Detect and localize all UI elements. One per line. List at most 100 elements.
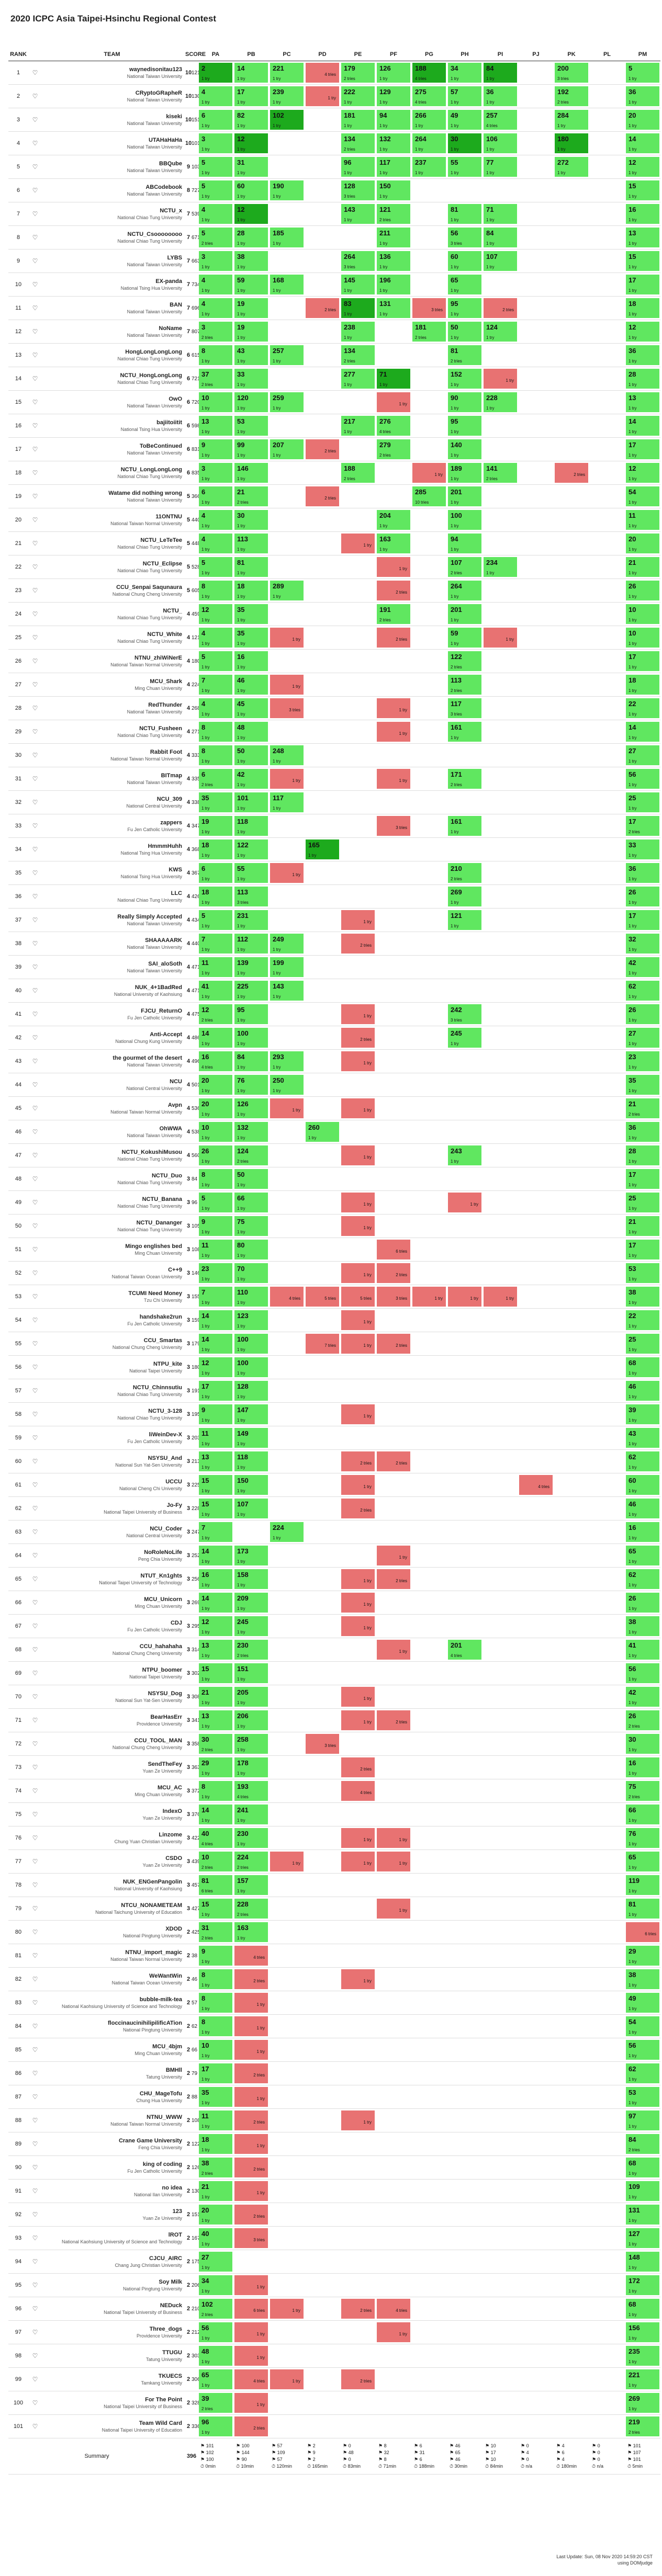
problem-header-pb[interactable]: PB bbox=[233, 48, 269, 61]
problem-cell-pd[interactable] bbox=[305, 1544, 340, 1568]
problem-cell-pb[interactable]: 18 1 try bbox=[233, 578, 269, 603]
problem-cell-pi[interactable] bbox=[483, 1449, 518, 1473]
problem-cell-pj[interactable] bbox=[518, 2226, 554, 2250]
accepted-submission[interactable]: 29 1 try bbox=[199, 1757, 232, 1777]
problem-cell-pl[interactable] bbox=[589, 531, 625, 555]
team-cell[interactable]: NoRoleNoLife Peng Chia University bbox=[42, 1544, 185, 1568]
problem-cell-pi[interactable]: 124 1 try bbox=[483, 320, 518, 344]
problem-cell-pf[interactable] bbox=[376, 908, 411, 932]
problem-cell-pa[interactable]: 96 1 try bbox=[198, 2414, 233, 2438]
problem-cell-ph[interactable] bbox=[447, 1238, 483, 1262]
problem-cell-pj[interactable] bbox=[518, 1190, 554, 1215]
problem-cell-pd[interactable] bbox=[305, 790, 340, 814]
rejected-submission[interactable]: 1 try bbox=[412, 463, 446, 483]
problem-cell-pg[interactable] bbox=[411, 2414, 447, 2438]
favorite-heart-icon[interactable]: ♡ bbox=[32, 116, 38, 123]
problem-cell-ph[interactable]: 59 1 try bbox=[447, 626, 483, 650]
problem-cell-pl[interactable] bbox=[589, 955, 625, 979]
team-name[interactable]: NTCU_NONAMETEAM bbox=[121, 1902, 182, 1909]
problem-cell-pd[interactable] bbox=[305, 1638, 340, 1662]
accepted-submission[interactable]: 100 1 try bbox=[234, 1357, 268, 1377]
accepted-submission[interactable]: 66 1 try bbox=[626, 1805, 659, 1824]
problem-cell-pj[interactable] bbox=[518, 2179, 554, 2203]
accepted-submission[interactable]: 26 1 try bbox=[626, 887, 659, 906]
team-cell[interactable]: IndexO Yuan Ze University bbox=[42, 1802, 185, 1826]
problem-cell-pe[interactable] bbox=[340, 2344, 376, 2368]
team-cell[interactable]: SAI_aloSoth National Taiwan University bbox=[42, 955, 185, 979]
problem-cell-ph[interactable] bbox=[447, 1473, 483, 1497]
problem-cell-pe[interactable]: 1 try bbox=[340, 1261, 376, 1285]
problem-cell-pl[interactable] bbox=[589, 1285, 625, 1309]
favorite-heart-icon[interactable]: ♡ bbox=[32, 469, 38, 476]
team-cell[interactable]: Rabbit Foot National Taiwan Normal Univer… bbox=[42, 743, 185, 767]
accepted-submission[interactable]: 68 1 try bbox=[626, 2299, 659, 2319]
problem-cell-pg[interactable]: 264 1 try bbox=[411, 131, 447, 155]
problem-cell-pi[interactable] bbox=[483, 2367, 518, 2391]
problem-cell-ph[interactable] bbox=[447, 2038, 483, 2062]
accepted-submission[interactable]: 14 1 try bbox=[626, 722, 659, 742]
problem-cell-pg[interactable] bbox=[411, 1661, 447, 1685]
problem-cell-pa[interactable]: 18 1 try bbox=[198, 884, 233, 909]
team-name[interactable]: Soy Milk bbox=[159, 2279, 182, 2285]
team-cell[interactable]: the gourmet of the desert National Taiwan… bbox=[42, 1049, 185, 1073]
favorite-heart-icon[interactable]: ♡ bbox=[32, 187, 38, 194]
favorite-heart-icon[interactable]: ♡ bbox=[32, 1646, 38, 1653]
team-cell[interactable]: BITmap National Taiwan University bbox=[42, 767, 185, 791]
problem-cell-pg[interactable] bbox=[411, 2250, 447, 2274]
problem-cell-pg[interactable] bbox=[411, 578, 447, 603]
problem-cell-pc[interactable] bbox=[269, 1826, 305, 1850]
accepted-submission[interactable]: 48 1 try bbox=[234, 722, 268, 742]
problem-cell-pj[interactable] bbox=[518, 508, 554, 532]
accepted-submission[interactable]: 179 2 tries bbox=[341, 63, 375, 83]
team-name[interactable]: CJCU_AIRC bbox=[149, 2255, 182, 2262]
accepted-submission[interactable]: 131 1 try bbox=[626, 2205, 659, 2225]
problem-cell-pb[interactable]: 113 1 try bbox=[233, 531, 269, 555]
problem-cell-pk[interactable] bbox=[554, 1214, 589, 1238]
favorite-heart-icon[interactable]: ♡ bbox=[32, 587, 38, 594]
team-cell[interactable]: UTAHaHaHa National Taiwan University bbox=[42, 131, 185, 155]
accepted-submission[interactable]: 42 1 try bbox=[626, 957, 659, 977]
problem-cell-pk[interactable] bbox=[554, 1143, 589, 1167]
accepted-submission[interactable]: 12 1 try bbox=[199, 1357, 232, 1377]
problem-cell-pa[interactable]: 12 1 try bbox=[198, 602, 233, 626]
problem-cell-pf[interactable] bbox=[376, 861, 411, 885]
accepted-submission[interactable]: 45 1 try bbox=[234, 698, 268, 718]
problem-cell-pd[interactable] bbox=[305, 955, 340, 979]
problem-cell-pg[interactable] bbox=[411, 955, 447, 979]
accepted-submission[interactable]: 259 1 try bbox=[270, 392, 304, 412]
team-cell[interactable]: NTUT_Kn1ghts National Taipei University o… bbox=[42, 1567, 185, 1591]
team-cell[interactable]: HongLongLongLong National Chiao Tung Univ… bbox=[42, 343, 185, 367]
problem-cell-pk[interactable] bbox=[554, 626, 589, 650]
problem-cell-pi[interactable] bbox=[483, 673, 518, 697]
problem-cell-pg[interactable] bbox=[411, 555, 447, 579]
problem-cell-pe[interactable]: 1 try bbox=[340, 1708, 376, 1732]
accepted-submission[interactable]: 49 1 try bbox=[448, 110, 481, 130]
problem-cell-pm[interactable]: 38 1 try bbox=[625, 1967, 660, 1991]
team-name[interactable]: Mingo englishes bed bbox=[125, 1243, 182, 1250]
problem-cell-pf[interactable]: 276 4 tries bbox=[376, 414, 411, 438]
favorite-heart-icon[interactable]: ♡ bbox=[32, 1481, 38, 1489]
problem-cell-pj[interactable] bbox=[518, 1920, 554, 1944]
problem-cell-pk[interactable] bbox=[554, 2061, 589, 2085]
problem-cell-pl[interactable] bbox=[589, 1614, 625, 1638]
problem-cell-pe[interactable] bbox=[340, 1944, 376, 1968]
team-name[interactable]: waynedisonitau123 bbox=[129, 66, 182, 73]
problem-cell-pm[interactable]: 56 1 try bbox=[625, 767, 660, 791]
problem-cell-pg[interactable] bbox=[411, 2297, 447, 2321]
team-name[interactable]: NCU_309 bbox=[156, 796, 182, 802]
team-row[interactable]: 85 ♡ MCU_4bjm Ming Chuan University 2 66 10 1 t… bbox=[8, 2038, 660, 2062]
problem-cell-pc[interactable] bbox=[269, 1708, 305, 1732]
accepted-submission[interactable]: 14 1 try bbox=[199, 1546, 232, 1565]
accepted-submission[interactable]: 205 1 try bbox=[234, 1687, 268, 1707]
accepted-submission[interactable]: 66 1 try bbox=[234, 1193, 268, 1212]
accepted-submission[interactable]: 128 1 try bbox=[234, 1381, 268, 1401]
problem-cell-pl[interactable] bbox=[589, 696, 625, 720]
accepted-submission[interactable]: 23 1 try bbox=[626, 1051, 659, 1071]
problem-cell-pg[interactable] bbox=[411, 908, 447, 932]
problem-cell-pg[interactable] bbox=[411, 343, 447, 367]
team-name[interactable]: CCU_Senpai Saqunaura bbox=[116, 584, 182, 591]
